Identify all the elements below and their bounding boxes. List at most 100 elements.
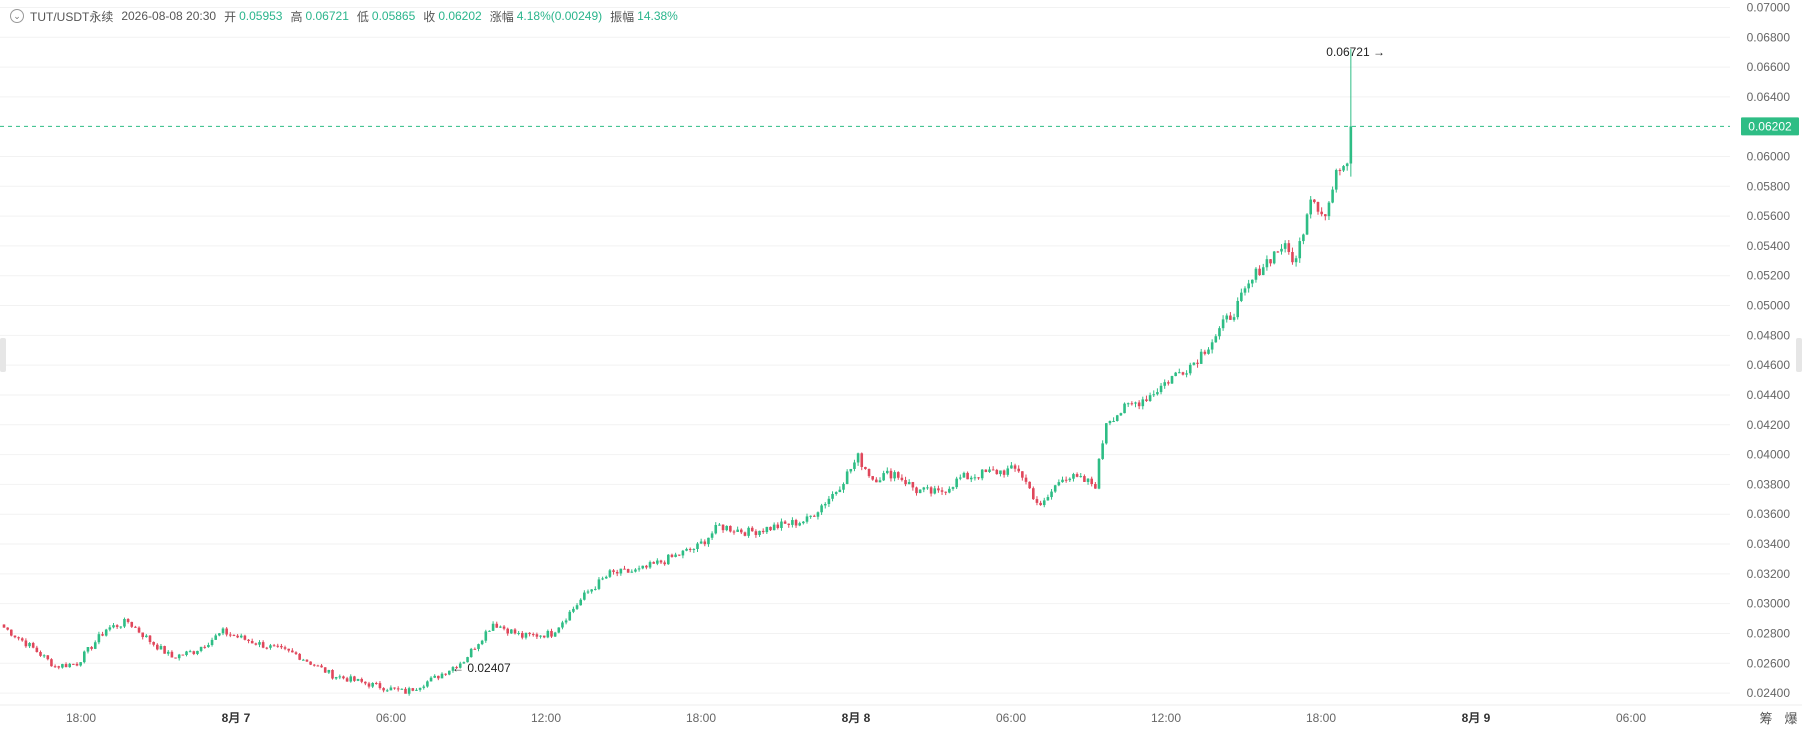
candle-body xyxy=(714,525,718,534)
candle-body xyxy=(72,663,75,665)
candle-body xyxy=(236,635,239,638)
candle xyxy=(725,525,728,532)
candle-body xyxy=(46,655,50,660)
candle xyxy=(72,663,75,665)
candle-body xyxy=(1112,420,1115,422)
candle xyxy=(214,633,217,640)
candle xyxy=(1145,395,1148,402)
candle xyxy=(524,632,528,640)
candle-body xyxy=(1170,376,1174,384)
candle xyxy=(75,662,79,667)
candle xyxy=(1042,497,1046,508)
candle-body xyxy=(1097,458,1101,489)
candle xyxy=(1298,237,1302,263)
candle-body xyxy=(710,533,714,538)
price-axis[interactable]: 0.07000 0.06800 0.06600 0.06400 0.06000 0.058… xyxy=(1747,0,1791,700)
candle-body xyxy=(911,482,915,488)
candle-body xyxy=(886,470,889,474)
candle xyxy=(57,665,61,670)
candle xyxy=(586,589,590,595)
candle xyxy=(783,520,787,524)
candle-body xyxy=(375,682,378,684)
candle xyxy=(1108,420,1112,426)
current-price-label: 0.06202 xyxy=(1748,119,1792,133)
candle xyxy=(448,670,451,676)
candle xyxy=(962,471,966,478)
candle-body xyxy=(1046,497,1050,501)
candle-body xyxy=(1349,126,1353,164)
candle-body xyxy=(455,667,458,669)
candle-body xyxy=(929,487,933,494)
candle xyxy=(984,469,988,473)
candle xyxy=(491,621,495,632)
candle-body xyxy=(411,688,415,691)
candle-body xyxy=(1024,477,1028,482)
candle xyxy=(1309,196,1312,219)
candle-body xyxy=(608,570,612,577)
candle-body xyxy=(473,648,477,650)
candle xyxy=(1302,233,1305,245)
left-resize-handle[interactable] xyxy=(0,338,6,372)
candle-body xyxy=(1269,259,1272,264)
candle-body xyxy=(42,655,46,657)
candle-body xyxy=(491,623,495,631)
chips-button[interactable]: 筹 xyxy=(1759,711,1772,726)
candle-body xyxy=(1086,478,1090,482)
candle xyxy=(1236,297,1239,320)
candle xyxy=(13,635,17,639)
candle-body xyxy=(1265,259,1269,268)
candle xyxy=(937,485,940,493)
candle xyxy=(564,618,568,625)
candle-body xyxy=(495,623,499,628)
candle xyxy=(353,675,356,682)
candle-body xyxy=(499,626,502,628)
candle xyxy=(415,688,418,692)
candle-body xyxy=(90,647,93,649)
candle-body xyxy=(53,666,57,668)
candle-time: 2026-08-08 20:30 xyxy=(121,9,217,23)
liquidation-button[interactable]: 爆 xyxy=(1784,711,1797,726)
price-tick-label: 0.04000 xyxy=(1747,448,1791,462)
candle xyxy=(1188,362,1192,376)
right-resize-handle[interactable] xyxy=(1796,338,1802,372)
candle-body xyxy=(448,670,451,675)
candle xyxy=(199,646,203,653)
candle-body xyxy=(407,688,411,694)
candle-body xyxy=(765,526,769,533)
candle xyxy=(612,568,615,575)
candle xyxy=(404,687,407,694)
candle-body xyxy=(203,646,207,648)
candle xyxy=(1021,471,1024,481)
candle xyxy=(626,568,630,573)
candle-body xyxy=(137,627,141,633)
candle xyxy=(842,482,845,493)
candle xyxy=(1123,402,1126,414)
candle-body xyxy=(426,681,429,687)
candle-body xyxy=(513,629,517,634)
candle xyxy=(1243,286,1247,296)
time-axis[interactable]: 18:00 8月 7 06:00 12:00 18:00 8月 8 06:00 12:00 18… xyxy=(66,711,1646,725)
candle-body xyxy=(1137,402,1141,407)
candle-body xyxy=(156,644,159,650)
candle xyxy=(141,632,144,640)
candle xyxy=(64,662,68,668)
candle-body xyxy=(345,678,349,682)
candle-body xyxy=(583,592,586,600)
candle-body xyxy=(754,531,758,535)
price-tick-label: 0.02800 xyxy=(1747,626,1791,640)
candle xyxy=(101,631,104,637)
candle-body xyxy=(1196,362,1199,364)
candle-body xyxy=(747,527,750,536)
candle-body xyxy=(115,625,119,627)
candle xyxy=(871,476,874,481)
candle xyxy=(53,664,57,668)
candle xyxy=(867,468,871,478)
candle xyxy=(1006,465,1010,477)
candle-body xyxy=(1291,252,1294,263)
candle xyxy=(907,479,911,485)
candle xyxy=(1320,207,1323,217)
candle xyxy=(360,677,363,684)
chevron-down-icon[interactable]: ⌄ xyxy=(10,9,24,23)
